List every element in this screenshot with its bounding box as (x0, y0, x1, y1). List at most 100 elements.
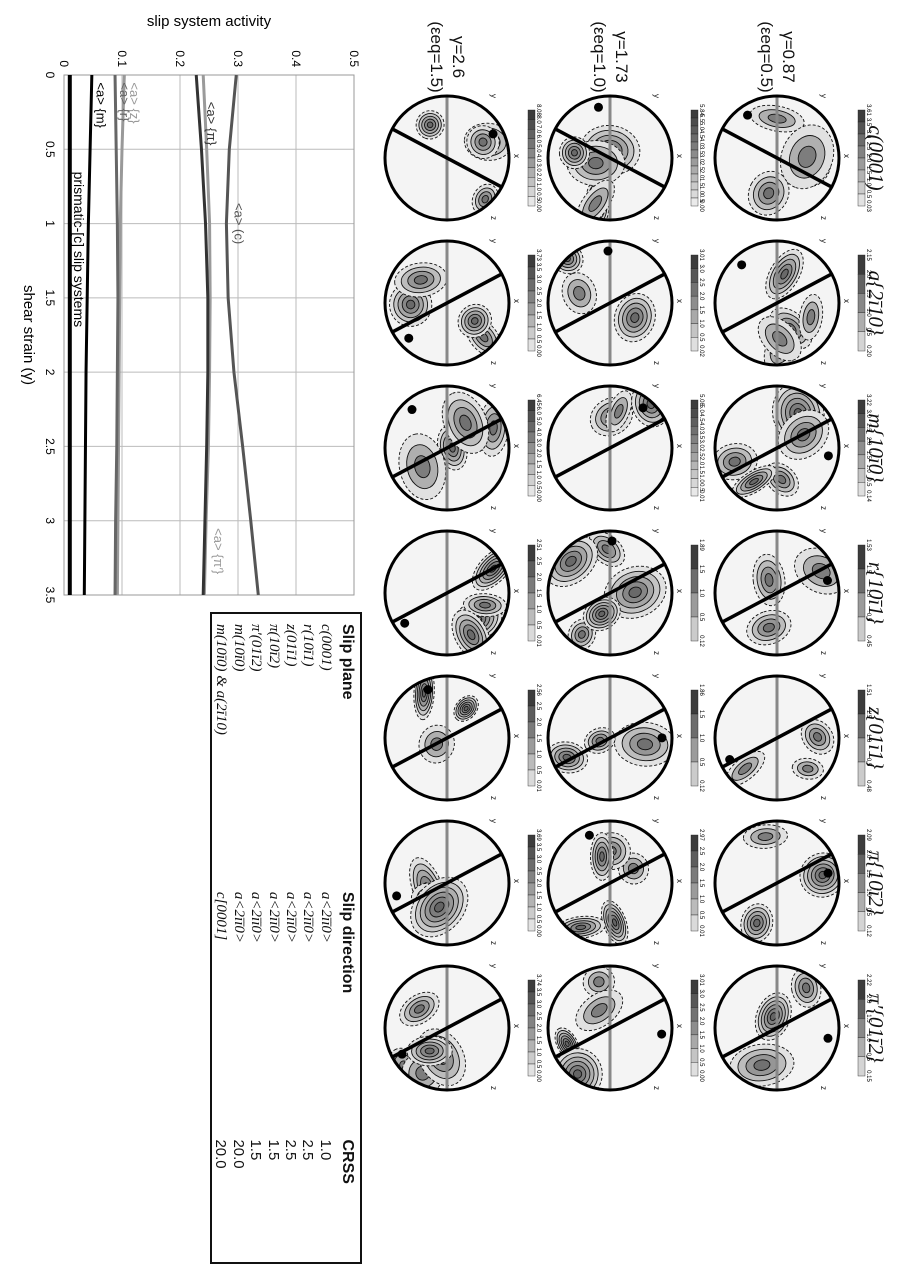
axis-z-label: z (652, 651, 661, 655)
cell-direction: a<2īī0> (248, 891, 265, 944)
scale-step (690, 834, 699, 852)
scale-tick-label: 1.0 (865, 308, 871, 317)
scale-step (527, 1063, 536, 1077)
scale-tick-label: 0.5 (535, 915, 541, 924)
pole-figure: y x z 2.97 2.5 2.0 1.5 1.0 0.5 0.01 (546, 819, 704, 947)
scale-tick-label: 0.5 (698, 613, 704, 622)
scale-tick-label: 1.5 (535, 734, 541, 743)
scale-tick-label: 1.0 (865, 888, 871, 897)
cell-plane: m(10ī0) (230, 624, 247, 672)
axis-y-label: y (489, 94, 498, 98)
axis-y-label: y (652, 964, 661, 968)
scale-tick-label: 2.5 (535, 702, 541, 711)
scale-step (527, 858, 536, 872)
scale-tick-label: 0.5 (865, 478, 871, 487)
scale-tick-label: 0.03 (865, 200, 871, 212)
scale-step (527, 592, 536, 610)
axis-z-label: z (489, 506, 498, 510)
axis-y-label: y (652, 674, 661, 678)
scale-tick-label: 1.0 (535, 605, 541, 614)
axis-x-label: x (675, 444, 684, 448)
scale-tick-label: 2.0 (698, 863, 704, 872)
color-scale: 3.61 3.5 3.0 2.5 2.0 1.5 1.0 0.50.03 (857, 104, 871, 212)
contour-line (598, 610, 606, 618)
axis-z-label: z (489, 796, 498, 800)
scale-step (690, 149, 699, 159)
scale-step (690, 713, 699, 739)
axis-x-label: x (842, 299, 851, 303)
contour-line (414, 455, 431, 479)
axis-x-label: x (512, 589, 521, 593)
x-tick-label: 2.5 (43, 438, 57, 455)
scale-step (690, 882, 699, 900)
scale-step (857, 145, 866, 159)
pole-figure-outline (383, 239, 511, 367)
header-slip-direction: Slip direction (339, 891, 356, 994)
scale-step (690, 544, 699, 570)
contour-line (738, 762, 753, 776)
cell-crss: 20.0 (212, 1139, 230, 1169)
shear-plane-line (554, 272, 666, 334)
plot-frame (63, 74, 355, 596)
scale-tick-label: 1.0 (535, 183, 541, 192)
scale-step (857, 482, 866, 497)
scale-tick-label: 0.00 (698, 200, 704, 212)
pole-figure-grid: yxz3.613.53.02.52.01.51.00.50.03yxz2.152… (383, 94, 871, 1092)
scale-step (527, 846, 536, 860)
scale-tick-label: 1.0 (698, 319, 704, 328)
scale-tick-label: 5.5 (698, 114, 704, 123)
pole-figure: y x z 8.088.07.06.05.04.03.02.01.00.50.00 (383, 94, 541, 222)
scale-tick-label: 3.73 (535, 249, 541, 261)
scale-step (527, 737, 536, 755)
pole-marker (584, 830, 594, 840)
cell-direction: c[0001] (213, 891, 230, 941)
scale-tick-label: 0.5 (535, 621, 541, 630)
scale-tick-label: 0.5 (865, 908, 871, 917)
scale-step (690, 737, 699, 763)
contour-line (813, 732, 823, 742)
scale-tick-label: 0.48 (865, 780, 871, 792)
scale-tick-label: 3.0 (535, 855, 541, 864)
scale-step (690, 197, 699, 207)
scale-tick-label: 3.01 (698, 249, 704, 261)
scale-tick-label: 1.0 (865, 464, 871, 473)
scale-step (690, 141, 699, 151)
scale-tick-label: 0.5 (698, 194, 704, 203)
scale-tick-label: 2.0 (535, 573, 541, 582)
y-tick-label: 0.5 (347, 50, 361, 67)
scale-tick-label: 8.08 (535, 104, 541, 116)
scale-tick-label: 5.0 (535, 144, 541, 153)
scale-step (857, 761, 866, 787)
pole-marker (743, 110, 753, 120)
contour-line (570, 149, 578, 157)
y-axis-label: slip system activity (147, 13, 272, 30)
scale-step (857, 454, 866, 469)
color-scale: 8.088.07.06.05.04.03.02.01.00.50.00 (527, 104, 541, 212)
scale-step (857, 413, 866, 428)
scale-tick-label: 4.0 (535, 428, 541, 437)
scale-tick-label: 1.5 (535, 589, 541, 598)
shear-plane-line (721, 127, 833, 189)
scale-tick-label: 5.0 (535, 417, 541, 426)
scale-step (527, 326, 536, 340)
scale-step (857, 274, 866, 294)
contour-line (780, 268, 789, 280)
scale-tick-label: 2.0 (535, 1024, 541, 1033)
pole-marker (400, 618, 410, 628)
scale-tick-label: 0.12 (698, 635, 704, 647)
axis-x-label: x (512, 444, 521, 448)
scale-tick-label: 2.09 (865, 829, 871, 841)
x-tick-label: 1 (43, 220, 57, 227)
table-row: π(10ī2) a<2īī0> 1.5 (264, 613, 282, 1263)
scale-tick-label: 1.5 (698, 306, 704, 315)
slip-activity-chart: 0 0.5 1 1.5 2 2.5 3 3.5 0 0.1 0.2 0.3 0.4 0.5 shear st… (20, 13, 361, 604)
pole-marker (657, 733, 667, 743)
scale-step (857, 1056, 866, 1077)
table-row: r(10ī1) a<2īī0> 2.5 (299, 613, 316, 1263)
scale-step (690, 295, 699, 311)
scale-tick-label: 0.00 (535, 345, 541, 357)
pole-figure-outline (383, 529, 511, 657)
scale-tick-label: 1.5 (698, 710, 704, 719)
pole-figure: y x z 5.845.55.04.54.03.53.02.52.01.51.00.5… (546, 94, 704, 222)
shear-plane-line (391, 997, 503, 1059)
